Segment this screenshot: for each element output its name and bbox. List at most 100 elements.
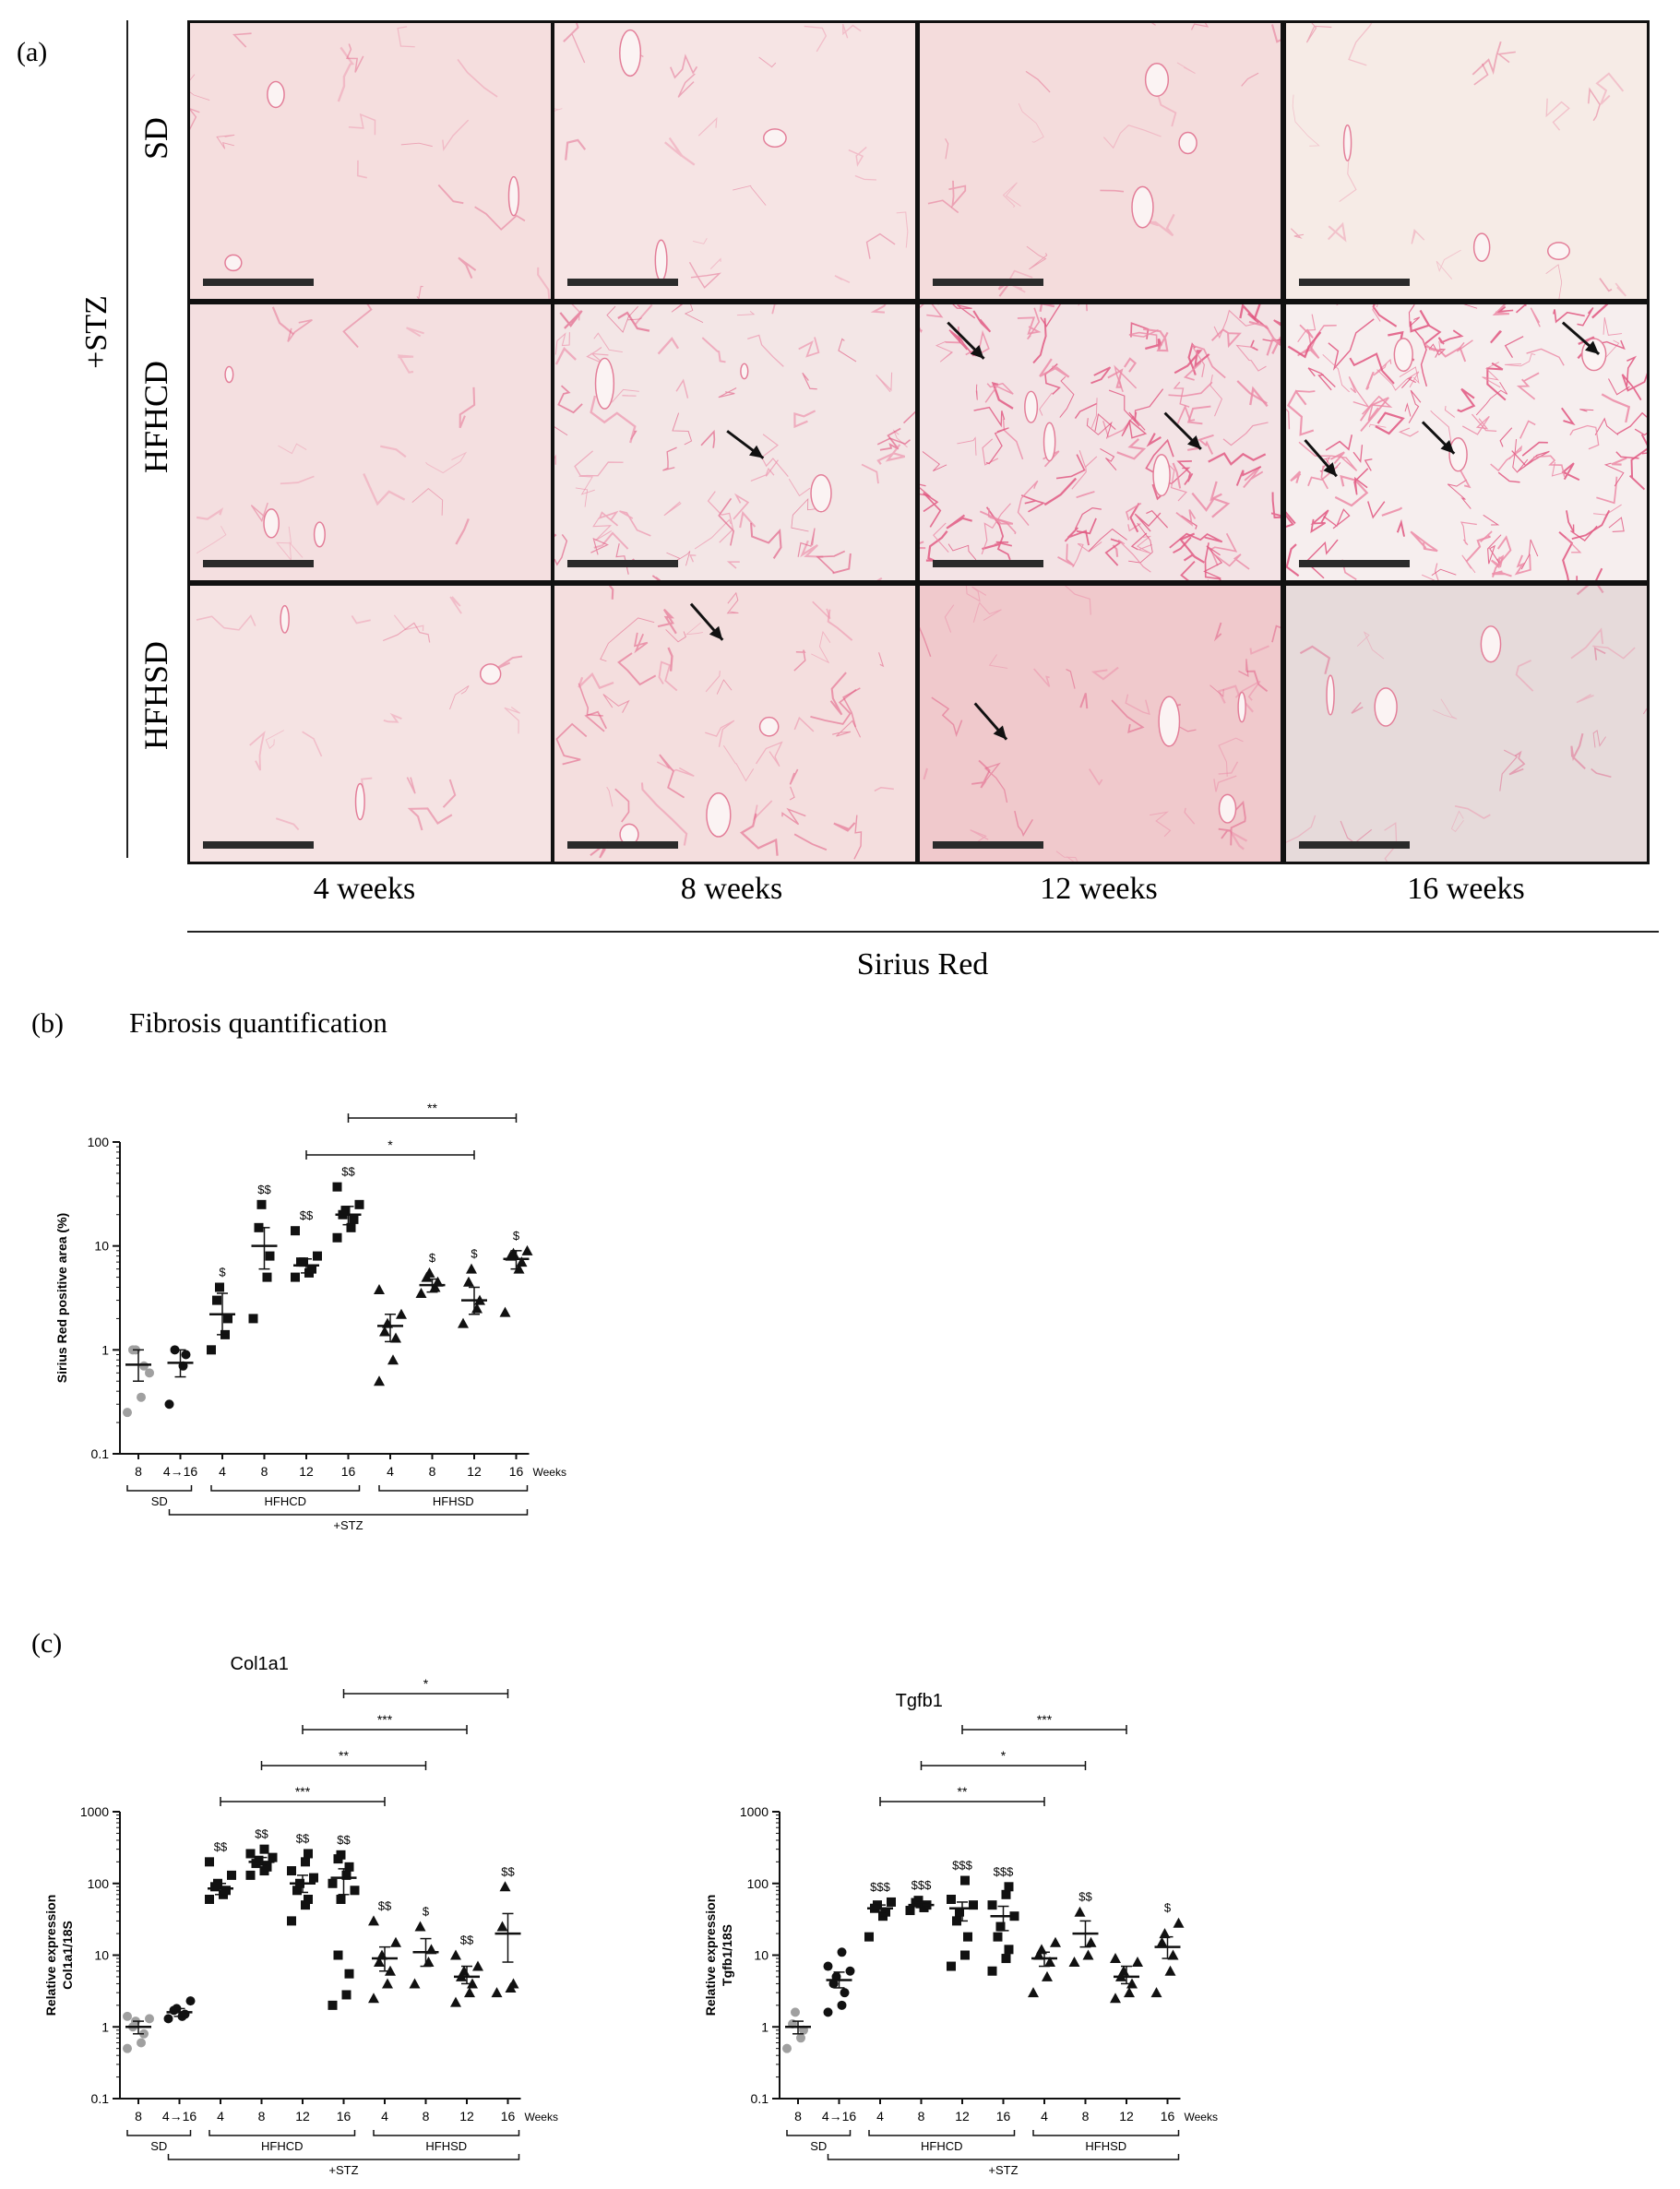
vessel-lumen bbox=[263, 508, 280, 539]
fibrosis-strand bbox=[1361, 395, 1393, 422]
fibrosis-strand bbox=[383, 622, 431, 643]
fibrosis-strand bbox=[733, 184, 767, 206]
fibrosis-strand bbox=[1150, 811, 1172, 838]
fibrosis-strand bbox=[1317, 374, 1332, 391]
x-tick-label: 4→16 bbox=[163, 1464, 198, 1479]
fibrosis-strand bbox=[973, 406, 1006, 428]
data-point bbox=[969, 1900, 978, 1910]
fibrosis-strand bbox=[832, 553, 852, 575]
fibrosis-strand bbox=[1459, 469, 1471, 489]
fibrosis-strand bbox=[1306, 539, 1339, 579]
series-group: $$ bbox=[1068, 1890, 1099, 1968]
fibrosis-strand bbox=[1592, 504, 1622, 516]
data-point bbox=[379, 1326, 390, 1337]
series-group: $$$ bbox=[987, 1864, 1019, 1976]
fibrosis-strand bbox=[1526, 348, 1565, 366]
fibrosis-strand bbox=[554, 108, 563, 112]
fibrosis-strand bbox=[1577, 307, 1594, 327]
fibrosis-strand bbox=[575, 487, 589, 507]
fibrosis-strand bbox=[554, 346, 577, 365]
data-point bbox=[262, 1862, 272, 1872]
fibrosis-strand bbox=[627, 317, 642, 321]
group-bracket-line bbox=[126, 1485, 193, 1492]
fibrosis-strand bbox=[1040, 304, 1062, 327]
fibrosis-strand bbox=[1286, 511, 1296, 529]
fibrosis-strand bbox=[829, 672, 847, 716]
data-point bbox=[137, 2038, 146, 2048]
panel-b-letter: (b) bbox=[31, 1008, 64, 1039]
data-point bbox=[796, 2033, 805, 2043]
fibrosis-strand bbox=[1532, 455, 1566, 477]
col-label-4-weeks: 4 weeks bbox=[313, 872, 416, 906]
fibrosis-strand bbox=[677, 73, 696, 98]
fibrosis-strand bbox=[1204, 542, 1222, 580]
scale-bar bbox=[933, 279, 1043, 286]
fibrosis-strand bbox=[736, 311, 756, 316]
y-tick-label: 0.1 bbox=[91, 2091, 110, 2106]
fibrosis-strand bbox=[957, 436, 977, 456]
fibrosis-strand bbox=[1076, 518, 1097, 535]
significance-bracket: *** bbox=[302, 1712, 468, 1734]
vessel-lumen bbox=[740, 363, 749, 380]
fibrosis-strand bbox=[1002, 182, 1021, 208]
x-tick-label: 16 bbox=[501, 2109, 516, 2124]
fibrosis-strand bbox=[1217, 684, 1254, 713]
fibrosis-strand bbox=[619, 510, 651, 537]
data-point bbox=[1085, 1936, 1097, 1947]
fibrosis-strand bbox=[1191, 492, 1231, 518]
fibrosis-strand bbox=[1287, 389, 1315, 436]
vessel-lumen bbox=[706, 792, 732, 838]
significance-dollar: $$$ bbox=[870, 1880, 890, 1894]
scale-bar bbox=[203, 279, 314, 286]
fibrosis-strand bbox=[726, 561, 740, 569]
vessel-lumen bbox=[1393, 338, 1413, 373]
significance-dollar: $ bbox=[429, 1251, 436, 1265]
series-group: $$ bbox=[205, 1839, 236, 1904]
significance-label: * bbox=[1001, 1748, 1007, 1763]
fibrosis-strand bbox=[1603, 339, 1620, 361]
fibrosis-strand bbox=[411, 487, 444, 516]
data-point bbox=[259, 1844, 269, 1854]
fibrosis-strand bbox=[640, 782, 688, 846]
data-point bbox=[1004, 1945, 1014, 1955]
data-point bbox=[287, 1916, 296, 1926]
fibrosis-strand bbox=[1181, 515, 1197, 529]
fibrosis-strand bbox=[701, 337, 726, 363]
x-tick-label: 8 bbox=[135, 1464, 142, 1479]
vessel-lumen bbox=[619, 29, 642, 77]
x-tick-label: 16 bbox=[337, 2109, 351, 2124]
x-tick-label: 12 bbox=[467, 1464, 482, 1479]
fibrosis-strand bbox=[1246, 670, 1269, 693]
fibrosis-strand bbox=[1551, 461, 1567, 477]
data-point bbox=[248, 1314, 258, 1324]
significance-label: ** bbox=[427, 1100, 437, 1115]
fibrosis-strand bbox=[1228, 829, 1248, 851]
group-bracket: HFHSD bbox=[373, 2130, 520, 2153]
fibrosis-strand bbox=[1461, 554, 1476, 574]
fibrosis-strand bbox=[380, 445, 407, 458]
fibrosis-strand bbox=[1348, 23, 1373, 66]
fibrosis-strand bbox=[1039, 392, 1053, 416]
fibrosis-strand bbox=[812, 601, 831, 620]
series-group: $ bbox=[415, 1251, 446, 1299]
data-point bbox=[223, 1314, 232, 1324]
fibrosis-strand bbox=[633, 632, 649, 654]
group-bracket: +STZ bbox=[167, 2154, 520, 2177]
fibrosis-strand bbox=[1576, 576, 1579, 580]
y-tick-label: 10 bbox=[94, 1948, 109, 1963]
fibrosis-strand bbox=[1626, 355, 1638, 387]
fibrosis-strand bbox=[1471, 413, 1497, 432]
fibrosis-strand bbox=[923, 767, 928, 780]
y-tick-label: 100 bbox=[88, 1135, 110, 1149]
fibrosis-strand bbox=[600, 617, 655, 662]
significance-dollar: $$$ bbox=[952, 1859, 972, 1873]
fibrosis-strand bbox=[972, 601, 1002, 623]
significance-label: * bbox=[387, 1137, 393, 1152]
fibrosis-strand bbox=[1521, 441, 1548, 457]
fibrosis-strand bbox=[578, 672, 614, 690]
fibrosis-strand bbox=[672, 412, 693, 446]
fibrosis-strand bbox=[1592, 730, 1606, 748]
micrograph-sd-4w bbox=[187, 20, 554, 302]
vessel-lumen bbox=[1342, 124, 1352, 161]
fibrosis-strand bbox=[1286, 815, 1317, 843]
